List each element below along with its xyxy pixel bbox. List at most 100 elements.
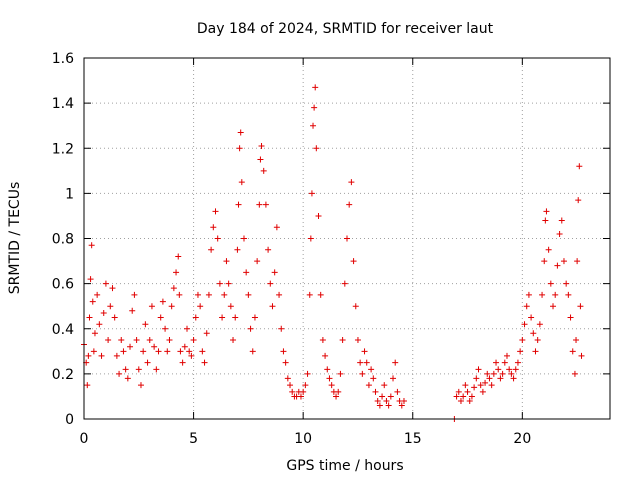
data-point <box>457 397 464 404</box>
data-point <box>521 321 528 328</box>
data-point <box>297 393 304 400</box>
data-point <box>374 397 381 404</box>
data-point <box>105 337 112 344</box>
data-point <box>100 309 107 316</box>
data-point <box>289 388 296 395</box>
data-point <box>506 366 513 373</box>
data-point <box>575 197 582 204</box>
data-point <box>90 348 97 355</box>
x-tick-label: 20 <box>513 431 531 447</box>
data-point <box>339 337 346 344</box>
data-point <box>124 375 131 382</box>
data-point <box>308 190 315 197</box>
data-point <box>576 163 583 170</box>
data-point <box>243 269 250 276</box>
data-point <box>159 298 166 305</box>
data-point <box>214 235 221 242</box>
data-point <box>312 84 319 91</box>
data-point <box>368 366 375 373</box>
y-tick-label: 1 <box>65 186 74 202</box>
data-point <box>181 343 188 350</box>
data-point <box>227 303 234 310</box>
data-point <box>460 393 467 400</box>
data-point <box>326 375 333 382</box>
data-point <box>525 291 532 298</box>
data-point <box>341 280 348 287</box>
data-point <box>392 359 399 366</box>
data-point <box>208 246 215 253</box>
data-point <box>205 291 212 298</box>
data-point <box>319 337 326 344</box>
data-point <box>514 359 521 366</box>
data-point <box>464 388 471 395</box>
data-point <box>260 167 267 174</box>
data-point <box>173 269 180 276</box>
data-point <box>519 337 526 344</box>
data-point <box>335 388 342 395</box>
data-point <box>235 201 242 208</box>
data-point <box>304 370 311 377</box>
data-point <box>350 258 357 265</box>
data-point <box>455 388 462 395</box>
data-point <box>254 258 261 265</box>
data-point <box>453 393 460 400</box>
data-point <box>536 321 543 328</box>
data-point <box>237 129 244 136</box>
data-point <box>390 375 397 382</box>
data-point <box>133 337 140 344</box>
data-point <box>98 352 105 359</box>
data-point <box>85 352 92 359</box>
data-point <box>273 224 280 231</box>
data-point <box>148 303 155 310</box>
data-point <box>91 330 98 337</box>
data-point <box>247 325 254 332</box>
data-point <box>176 291 183 298</box>
data-point <box>528 314 535 321</box>
data-point <box>473 375 480 382</box>
data-point <box>122 366 129 373</box>
data-point <box>558 217 565 224</box>
data-point <box>282 359 289 366</box>
data-point <box>271 269 278 276</box>
data-point <box>398 402 405 409</box>
data-point <box>249 348 256 355</box>
data-point <box>363 359 370 366</box>
data-point <box>151 343 158 350</box>
data-point <box>256 201 263 208</box>
data-point <box>129 307 136 314</box>
data-point <box>153 366 160 373</box>
data-point <box>166 337 173 344</box>
data-point <box>462 382 469 389</box>
data-point <box>223 258 230 265</box>
data-point <box>486 375 493 382</box>
y-tick-label: 1.2 <box>52 141 74 157</box>
data-point <box>311 104 318 111</box>
data-point <box>210 224 217 231</box>
data-point <box>348 179 355 186</box>
data-point <box>258 142 265 149</box>
data-point <box>577 303 584 310</box>
data-point <box>284 375 291 382</box>
data-point <box>197 303 204 310</box>
data-point <box>230 337 237 344</box>
data-point <box>232 314 239 321</box>
data-point <box>203 330 210 337</box>
data-point <box>109 285 116 292</box>
y-tick-label: 1.4 <box>52 96 74 112</box>
data-point <box>543 208 550 215</box>
data-point <box>251 314 258 321</box>
data-point <box>170 285 177 292</box>
data-point <box>542 217 549 224</box>
data-point <box>484 370 491 377</box>
data-point <box>280 348 287 355</box>
data-point <box>324 366 331 373</box>
grid <box>84 58 610 419</box>
data-point <box>365 382 372 389</box>
data-point <box>107 303 114 310</box>
data-point <box>216 280 223 287</box>
data-point <box>493 359 500 366</box>
data-point <box>552 291 559 298</box>
data-point <box>372 388 379 395</box>
y-tick-label: 0.6 <box>52 277 74 293</box>
